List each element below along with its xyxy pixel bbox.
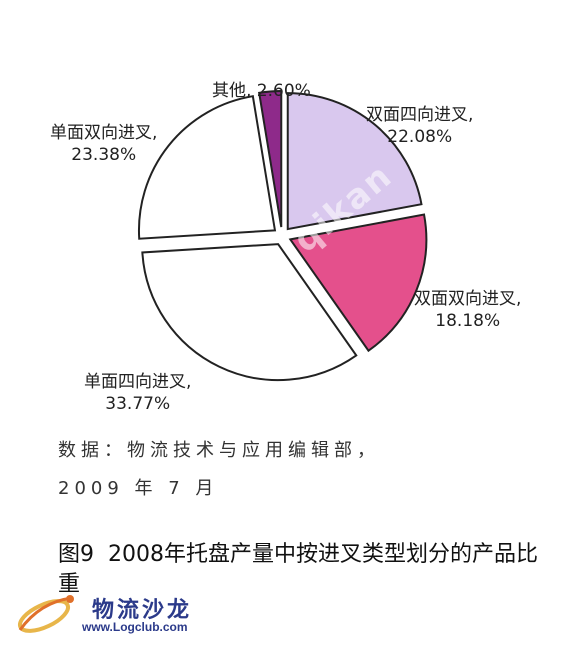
pie-chart	[137, 90, 428, 382]
slice-label-single-two-way-value: 23.38%	[71, 145, 137, 165]
slice-label-double-two-way: 双面双向进叉, 18.18%	[414, 288, 521, 332]
pie-slice-double-four-way	[286, 92, 423, 231]
logo-swoosh-icon	[17, 595, 74, 633]
pie-slice-double-two-way	[288, 213, 428, 353]
source-note-line1: 数据：物流技术与应用编辑部，	[58, 440, 380, 461]
pie-slice-other	[257, 90, 283, 228]
watermark-logo: 物流沙龙 www.Logclub.com	[10, 590, 230, 642]
slice-label-single-two-way: 单面双向进叉, 23.38%	[50, 122, 157, 166]
slice-label-single-four-way: 单面四向进叉, 33.77%	[84, 371, 191, 415]
slice-label-other-text: 其他, 2.60%	[212, 81, 311, 101]
slice-label-double-two-way-value: 18.18%	[435, 311, 501, 331]
pie-slice-single-four-way	[141, 243, 358, 382]
figure-caption-text: 2008年托盘产量中按进叉类型划分的产品比重	[58, 542, 538, 597]
logo-url: www.Logclub.com	[82, 620, 188, 634]
logo-name: 物流沙龙	[92, 597, 193, 623]
slice-label-single-four-way-name: 单面四向进叉,	[84, 372, 192, 392]
figure-caption: 图9 2008年托盘产量中按进叉类型划分的产品比重	[58, 540, 558, 600]
slice-label-double-four-way-name: 双面四向进叉,	[366, 105, 474, 125]
slice-label-single-four-way-value: 33.77%	[105, 394, 171, 414]
pie-slice-single-two-way	[137, 95, 277, 240]
slice-label-double-two-way-name: 双面双向进叉,	[414, 289, 522, 309]
source-note: 数据：物流技术与应用编辑部， 2009 年 7 月	[58, 432, 548, 508]
slice-label-double-four-way: 双面四向进叉, 22.08%	[366, 104, 473, 148]
figure-number: 图9	[58, 542, 94, 567]
slice-label-double-four-way-value: 22.08%	[387, 127, 453, 147]
source-note-line2: 2009 年 7 月	[58, 478, 219, 499]
slice-label-single-two-way-name: 单面双向进叉,	[50, 123, 158, 143]
slice-label-other: 其他, 2.60%	[212, 80, 311, 102]
